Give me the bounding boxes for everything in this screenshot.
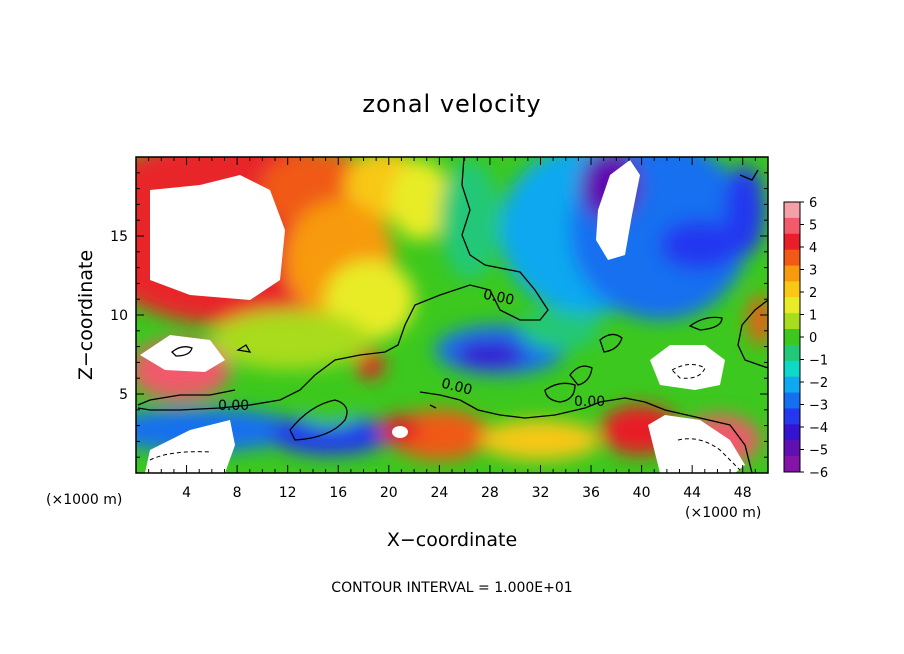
colorbar-tick-label: −4 <box>809 421 828 436</box>
colorbar-tick-label: −1 <box>809 354 828 369</box>
colorbar-swatch <box>784 456 800 473</box>
contour-label: 0.00 <box>440 376 474 399</box>
velocity-field <box>136 157 768 473</box>
colorbar-swatch <box>784 329 800 346</box>
x-tick-label: 24 <box>430 485 448 501</box>
x-tick-label: 40 <box>633 485 651 501</box>
x-tick-label: 48 <box>734 485 752 501</box>
colorbar <box>783 201 801 473</box>
colorbar-tick-label: 5 <box>809 219 817 234</box>
x-tick-label: 28 <box>481 485 499 501</box>
contour-label: 0.00 <box>574 394 605 410</box>
colorbar-swatch <box>784 281 800 298</box>
colorbar-swatch <box>784 376 800 394</box>
colorbar-tick-label: 4 <box>809 241 817 256</box>
colorbar-tick-label: −2 <box>809 376 828 391</box>
colorbar-ticks: 6 5 4 3 2 1 0 −1 −2 −3 −4 −5 −6 <box>800 196 828 481</box>
colorbar-tick-label: −3 <box>809 399 828 414</box>
y-tick-label: 10 <box>110 308 128 324</box>
colorbar-swatch <box>784 217 800 235</box>
y-axis-label: Z−coordinate <box>75 250 97 380</box>
colorbar-tick-label: 1 <box>809 309 817 324</box>
zero-contours <box>137 157 768 473</box>
colorbar-tick-label: 2 <box>809 286 817 301</box>
colorbar-swatch <box>784 297 800 314</box>
colorbar-swatch <box>784 360 800 378</box>
y-axis: 5 10 15 <box>110 172 768 458</box>
y-axis-unit: (×1000 m) <box>685 505 761 521</box>
colorbar-swatch <box>784 344 800 362</box>
colorbar-swatch <box>784 202 800 219</box>
chart-title: zonal velocity <box>362 90 541 118</box>
colorbar-tick-label: −6 <box>809 466 828 481</box>
x-axis: 4 8 12 16 20 24 28 32 36 40 44 48 <box>148 157 756 501</box>
contour-label: 0.00 <box>218 398 249 414</box>
colorbar-swatch <box>784 440 800 457</box>
x-tick-label: 44 <box>683 485 701 501</box>
x-tick-label: 4 <box>182 485 191 501</box>
x-tick-label: 20 <box>380 485 398 501</box>
x-tick-label: 36 <box>582 485 600 501</box>
colorbar-swatch <box>784 313 800 330</box>
contour-label: 0.00 <box>482 287 516 309</box>
colorbar-swatch <box>784 408 800 425</box>
x-tick-label: 8 <box>233 485 242 501</box>
colorbar-tick-label: 0 <box>809 331 817 346</box>
y-tick-label: 5 <box>119 387 128 403</box>
contour-interval-note: CONTOUR INTERVAL = 1.000E+01 <box>331 580 572 596</box>
x-axis-label: X−coordinate <box>387 529 517 551</box>
x-tick-label: 32 <box>532 485 550 501</box>
x-tick-label: 16 <box>329 485 347 501</box>
colorbar-swatch <box>784 392 800 409</box>
y-tick-label: 15 <box>110 229 128 245</box>
colorbar-tick-label: 6 <box>809 196 817 211</box>
colorbar-tick-label: −5 <box>809 444 828 459</box>
colorbar-swatch <box>784 233 800 251</box>
colorbar-swatch <box>784 265 800 282</box>
colorbar-tick-label: 3 <box>809 264 817 279</box>
colorbar-swatch <box>784 249 800 267</box>
x-axis-unit: (×1000 m) <box>46 492 122 508</box>
colorbar-swatch <box>784 424 800 441</box>
x-tick-label: 12 <box>279 485 297 501</box>
